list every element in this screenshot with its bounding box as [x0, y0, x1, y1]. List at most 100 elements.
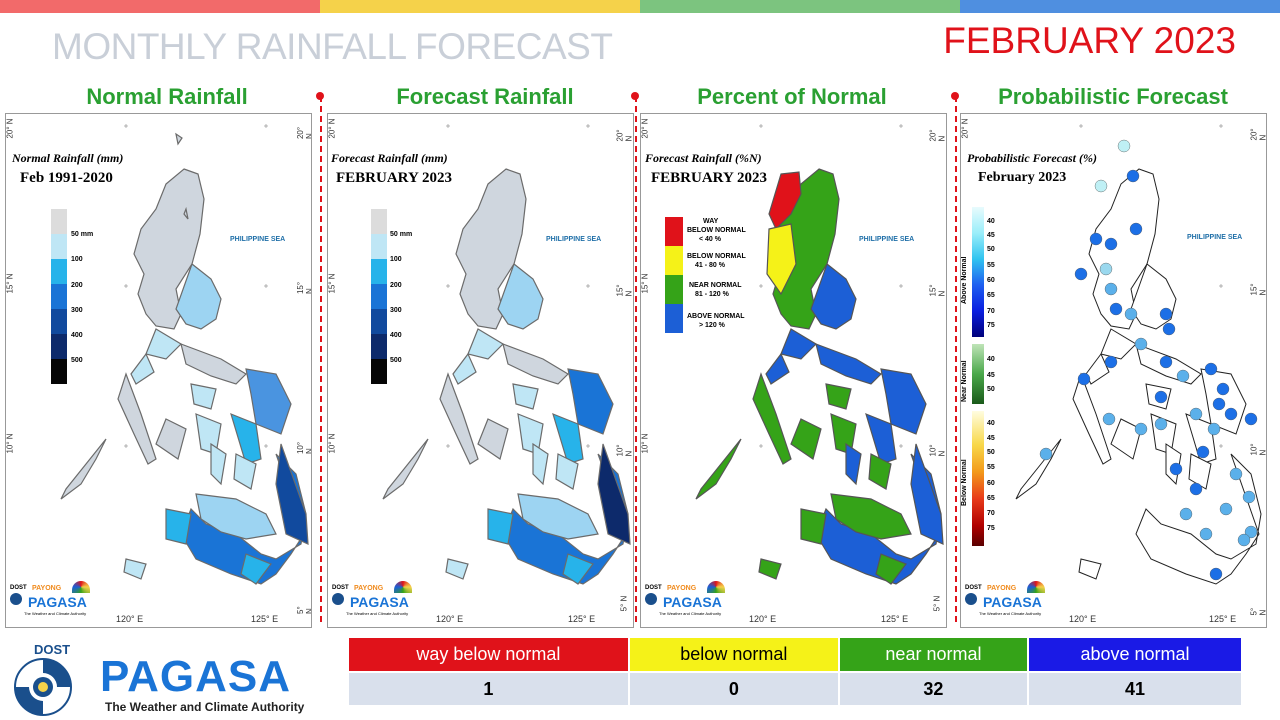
lat-label-5-right: 5° N — [619, 595, 629, 612]
mini-dost: DOST — [965, 585, 982, 591]
legend-label-0: 50 mm — [71, 231, 94, 238]
legend-swatch-0 — [51, 209, 67, 234]
lon-label-120: 120° E — [436, 614, 464, 624]
mini-pagasa: PAGASA — [983, 594, 1042, 610]
lon-label-120: 120° E — [749, 614, 777, 624]
legend-swatch-3 — [51, 284, 67, 309]
above-label-7: 75 — [987, 322, 995, 329]
separator-1-marker — [316, 92, 324, 100]
lat-label-20: 20° N — [327, 118, 337, 139]
below-label-2: 50 — [987, 449, 995, 456]
umbrella-icon — [707, 581, 725, 593]
below-label-4: 60 — [987, 480, 995, 487]
near-label-2: 50 — [987, 386, 995, 393]
legend-swatch-1 — [51, 234, 67, 259]
legend-swatch-2 — [51, 259, 67, 284]
legend-label-0: 50 mm — [390, 231, 413, 238]
pagasa-mini-logo: DOST PAYONG PAGASA The Weather and Clima… — [10, 581, 90, 623]
above-label-4: 60 — [987, 277, 995, 284]
logo-dost: DOST — [34, 642, 71, 657]
panel-title-normal: Normal Rainfall — [86, 84, 248, 109]
above-label-5: 65 — [987, 292, 995, 299]
sun-logo-icon — [332, 593, 344, 605]
logo-tagline: The Weather and Climate Authority — [105, 700, 305, 714]
legend-label-below-range: 41 - 80 % — [695, 262, 725, 269]
lat-label-10-right: 10° N — [615, 444, 634, 457]
legend-label-way: WAY — [703, 218, 719, 225]
pagasa-mini-logo: DOST PAYONG PAGASA The Weather and Clima… — [332, 581, 412, 623]
below-normal-title: Below Normal — [961, 459, 968, 506]
mini-pagasa: PAGASA — [663, 594, 722, 610]
above-label-6: 70 — [987, 308, 995, 315]
sea-label: PHILIPPINE SEA — [230, 236, 286, 243]
near-normal-scale — [972, 344, 984, 404]
lat-label-15: 15° N — [640, 273, 650, 294]
above-normal-scale — [972, 207, 984, 337]
lat-label-5-right: 5° N — [932, 595, 942, 612]
sea-label: PHILIPPINE SEA — [859, 236, 915, 243]
percent-of-normal-map: Forecast Rainfall (%N) FEBRUARY 2023 PHI… — [640, 113, 947, 628]
below-label-0: 40 — [987, 420, 995, 427]
mini-tagline: The Weather and Climate Authority — [979, 611, 1042, 616]
lat-label-10: 10° N — [5, 433, 15, 454]
mini-dost: DOST — [332, 585, 349, 591]
lon-label-125: 125° E — [1209, 614, 1237, 624]
philippines-map — [1015, 124, 1262, 585]
above-label-0: 40 — [987, 218, 995, 225]
legend-swatch-6 — [51, 359, 67, 384]
lat-label-20-right: 20° N — [1249, 128, 1267, 141]
pagasa-logo: DOST PAGASA The Weather and Climate Auth… — [10, 640, 310, 718]
category-header-near: near normal — [839, 638, 1027, 671]
legend-label-near: NEAR NORMAL — [689, 282, 742, 289]
near-label-1: 45 — [987, 372, 995, 379]
legend-swatch-5 — [371, 334, 387, 359]
separator-2 — [635, 96, 637, 622]
forecast-month: FEBRUARY 2023 — [943, 20, 1236, 61]
below-label-3: 55 — [987, 464, 995, 471]
near-normal-title: Near Normal — [961, 360, 968, 402]
mini-payong: PAYONG — [354, 585, 384, 592]
sea-label: PHILIPPINE SEA — [1187, 234, 1243, 241]
band-yellow — [320, 0, 640, 13]
lon-label-125: 125° E — [251, 614, 279, 624]
legend-swatch-way-below — [665, 217, 683, 246]
legend-swatch-2 — [371, 259, 387, 284]
lat-label-15: 15° N — [327, 273, 337, 294]
mini-payong: PAYONG — [667, 585, 697, 592]
pagasa-mini-logo: DOST PAYONG PAGASA The Weather and Clima… — [965, 581, 1045, 623]
lat-label-10: 10° N — [640, 433, 650, 454]
umbrella-icon — [394, 581, 412, 593]
lat-label-5-right: 5° N — [296, 606, 311, 614]
legend-label-above-range: > 120 % — [699, 322, 725, 329]
lat-label-5-right: 5° N — [1249, 607, 1267, 616]
band-red — [0, 0, 320, 13]
panel-title-probabilistic: Probabilistic Forecast — [998, 84, 1228, 109]
count-below: 0 — [629, 673, 838, 705]
lat-label-10-right: 10° N — [928, 444, 947, 457]
map-period: Feb 1991-2020 — [20, 170, 113, 186]
legend-label-way-below: BELOW NORMAL — [687, 227, 746, 234]
dost-seal-icon — [14, 658, 72, 716]
legend-swatch-5 — [51, 334, 67, 359]
page-title: MONTHLY RAINFALL FORECAST — [52, 26, 613, 67]
lat-label-15-right: 15° N — [615, 284, 634, 297]
category-header-above: above normal — [1029, 638, 1241, 671]
legend-label-3: 300 — [71, 307, 83, 314]
band-green — [640, 0, 960, 13]
legend-label-2: 200 — [71, 282, 83, 289]
above-normal-title: Above Normal — [961, 256, 968, 304]
lat-label-20: 20° N — [640, 118, 650, 139]
separator-3-marker — [951, 92, 959, 100]
legend-label-3: 300 — [390, 307, 402, 314]
lat-label-10-right: 10° N — [1249, 443, 1267, 456]
category-header-below: below normal — [629, 638, 838, 671]
mini-tagline: The Weather and Climate Authority — [346, 611, 409, 616]
category-header-row: way below normal below normal near norma… — [349, 638, 1241, 671]
map-subtitle: Forecast Rainfall (mm) — [331, 151, 448, 165]
count-way-below: 1 — [349, 673, 628, 705]
category-count-row: 1 0 32 41 — [349, 673, 1241, 705]
legend-swatch-below — [665, 246, 683, 275]
legend-swatch-3 — [371, 284, 387, 309]
mini-pagasa: PAGASA — [28, 594, 87, 610]
legend-label-1: 100 — [71, 256, 83, 263]
